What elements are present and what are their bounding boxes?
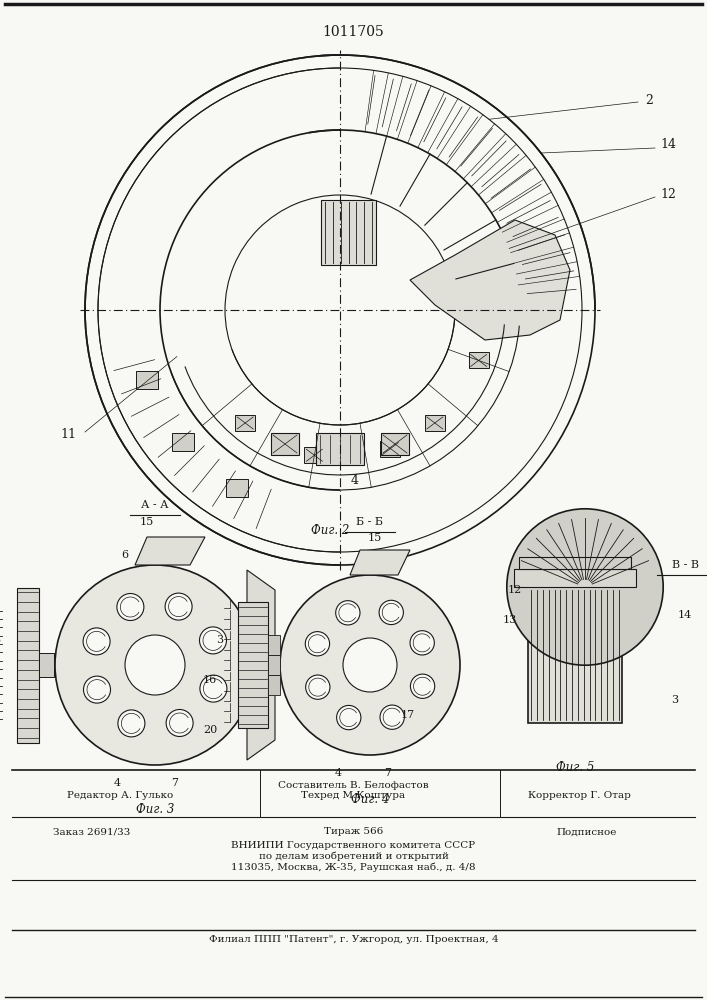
Bar [268,635,280,655]
Text: Техред М.Коштура: Техред М.Коштура [301,790,406,800]
Bar [305,447,325,463]
Text: 1011705: 1011705 [322,25,384,39]
Text: 3: 3 [216,635,223,645]
Bar [380,441,400,457]
Bar [381,433,409,455]
Text: 20: 20 [203,725,217,735]
Circle shape [379,600,404,625]
Text: по делам изобретений и открытий: по делам изобретений и открытий [259,851,448,861]
Bar [172,433,194,451]
Text: 14: 14 [660,138,676,151]
Text: 13: 13 [503,615,517,625]
Text: 3: 3 [672,695,679,705]
Bar [39,653,54,677]
Bar [321,200,376,265]
Circle shape [411,674,435,698]
Bar [519,557,631,569]
Circle shape [337,705,361,730]
Circle shape [343,638,397,692]
Text: Фиг. 4: Фиг. 4 [351,793,389,806]
Circle shape [199,627,226,654]
Bar [514,569,636,587]
Text: Корректор Г. Отар: Корректор Г. Отар [528,790,631,800]
Text: Филиал ППП "Патент", г. Ужгород, ул. Проектная, 4: Филиал ППП "Патент", г. Ужгород, ул. Про… [209,936,498,944]
Polygon shape [350,550,410,575]
Bar [425,415,445,431]
Bar [235,415,255,431]
Polygon shape [135,537,205,565]
Circle shape [166,709,193,736]
Circle shape [55,565,255,765]
Text: Заказ 2691/33: Заказ 2691/33 [53,828,131,836]
Circle shape [125,635,185,695]
Text: 16: 16 [203,675,217,685]
Text: Фиг. 2: Фиг. 2 [311,524,349,536]
Text: 4: 4 [334,768,341,778]
Bar [528,587,621,723]
Text: 15: 15 [368,533,382,543]
Text: 2: 2 [645,94,653,106]
Text: 12: 12 [508,585,522,595]
Circle shape [305,632,329,656]
Text: Тираж 566: Тираж 566 [324,828,383,836]
Bar [17,587,39,742]
Text: 4: 4 [351,474,359,487]
Circle shape [280,575,460,755]
Text: 113035, Москва, Ж-35, Раушская наб., д. 4/8: 113035, Москва, Ж-35, Раушская наб., д. … [231,862,476,872]
Polygon shape [247,570,275,760]
Circle shape [200,675,227,702]
Bar [268,655,280,675]
Text: 4: 4 [113,778,121,788]
Text: А - А: А - А [141,500,169,510]
Bar [469,352,489,368]
Text: Фиг. 3: Фиг. 3 [136,803,174,816]
Circle shape [380,705,404,729]
Bar [271,433,299,455]
Text: Составитель В. Белофастов: Составитель В. Белофастов [278,782,429,790]
Bar [226,479,248,497]
Text: 14: 14 [678,610,692,620]
Text: 12: 12 [660,188,676,202]
Circle shape [305,675,330,699]
Polygon shape [410,220,570,340]
Bar [136,371,158,389]
Circle shape [118,710,145,737]
Text: Фиг. 5: Фиг. 5 [556,761,594,774]
Bar [268,675,280,695]
Text: В - В: В - В [672,560,699,570]
Text: Б - Б: Б - Б [356,517,383,527]
Bar [316,433,364,465]
Bar [238,602,268,728]
Circle shape [165,593,192,620]
Circle shape [83,628,110,655]
Text: ВНИИПИ Государственного комитета СССР: ВНИИПИ Государственного комитета СССР [231,840,476,850]
Circle shape [117,594,144,621]
Text: Подписное: Подписное [556,828,617,836]
Text: 15: 15 [140,517,154,527]
Circle shape [336,601,360,625]
Text: Редактор А. Гулько: Редактор А. Гулько [67,790,173,800]
Text: 7: 7 [385,768,392,778]
Circle shape [410,631,434,655]
Circle shape [83,676,110,703]
Text: 17: 17 [401,710,415,720]
Text: 6: 6 [122,550,129,560]
Circle shape [507,509,663,665]
Text: 7: 7 [172,778,178,788]
Text: 11: 11 [60,428,76,442]
